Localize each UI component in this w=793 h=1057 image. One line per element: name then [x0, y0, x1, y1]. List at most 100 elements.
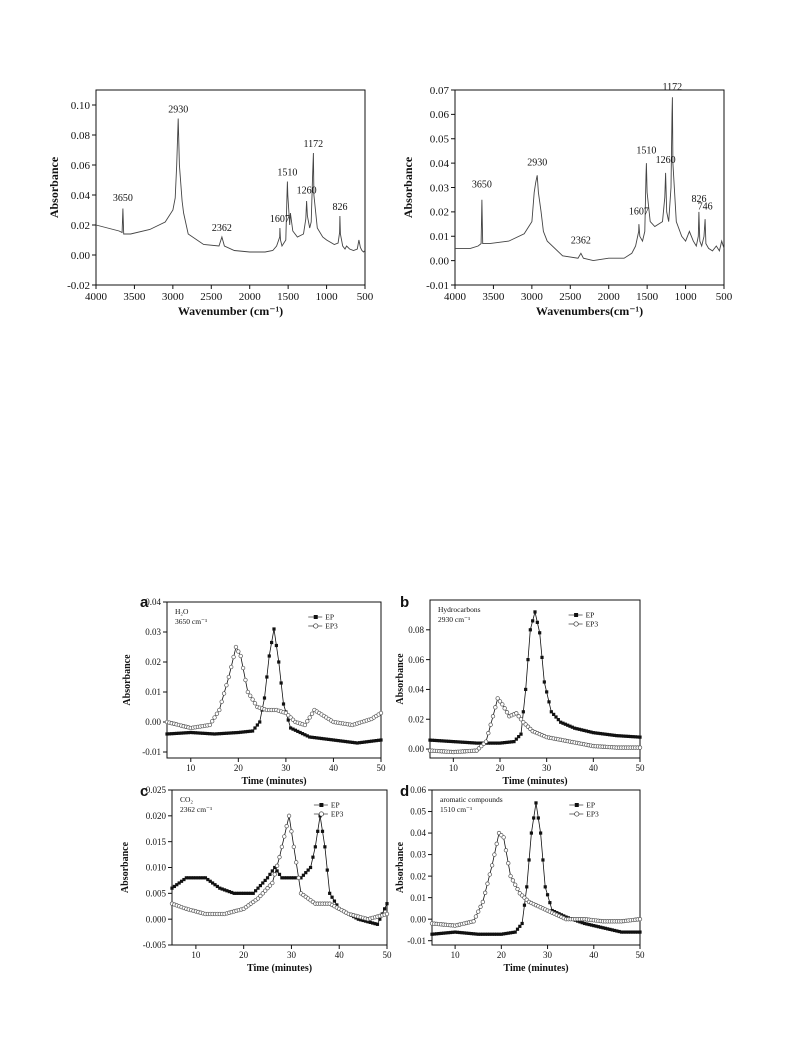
- marker-ep: [610, 928, 614, 932]
- peak-label: 2930: [168, 105, 188, 116]
- marker-ep3: [274, 863, 280, 868]
- marker-ep: [472, 741, 476, 745]
- y-tick-label: 0.00: [145, 717, 161, 727]
- marker-ep: [310, 735, 314, 739]
- y-tick-label: -0.01: [407, 936, 426, 946]
- marker-ep: [440, 739, 444, 743]
- marker-ep3: [236, 649, 241, 654]
- marker-ep: [369, 739, 374, 743]
- marker-ep: [234, 891, 239, 895]
- x-tick-label: 2000: [239, 291, 262, 303]
- marker-ep3: [286, 813, 292, 818]
- x-tick-label: 1500: [636, 291, 659, 303]
- y-tick-label: 0.04: [408, 685, 424, 695]
- marker-ep: [365, 740, 369, 744]
- marker-ep3: [497, 699, 503, 704]
- x-tick-label: 10: [451, 950, 461, 960]
- marker-ep: [184, 731, 188, 735]
- marker-ep: [189, 876, 193, 880]
- marker-ep: [229, 731, 233, 735]
- marker-ep: [522, 903, 527, 907]
- marker-ep: [291, 727, 295, 731]
- marker-ep: [167, 732, 171, 736]
- marker-ep: [447, 739, 451, 743]
- marker-ep: [594, 924, 598, 928]
- peak-label: 1607: [629, 206, 649, 217]
- y-tick-label: 0.04: [410, 828, 426, 838]
- y-tick-label: 0.01: [145, 687, 161, 697]
- marker-ep: [196, 731, 200, 735]
- marker-ep: [211, 881, 215, 885]
- marker-ep3: [483, 890, 488, 895]
- marker-ep: [631, 930, 635, 934]
- marker-ep: [510, 740, 514, 744]
- marker-ep: [582, 921, 587, 926]
- marker-ep: [385, 902, 389, 906]
- x-tick-label: 40: [329, 763, 339, 773]
- marker-ep: [449, 739, 453, 744]
- marker-ep: [277, 872, 282, 876]
- y-tick-label: 0.01: [430, 231, 449, 243]
- marker-ep3: [637, 917, 643, 922]
- marker-ep: [507, 740, 511, 744]
- marker-ep: [359, 918, 363, 922]
- marker-ep: [325, 868, 329, 872]
- marker-ep3: [485, 881, 490, 886]
- marker-ep: [587, 729, 591, 734]
- marker-ep3: [378, 710, 384, 716]
- panel-a-h2o: 10 20 30 40 50 -0.01 0.00 0.01 0.02 0.03 0.04 Time …: [122, 594, 386, 787]
- peak-label: 1172: [663, 82, 683, 93]
- marker-ep: [534, 801, 538, 805]
- marker-ep: [379, 738, 383, 742]
- marker-ep: [299, 876, 303, 880]
- marker-ep: [234, 731, 238, 735]
- marker-ep: [612, 928, 617, 933]
- marker-ep: [527, 858, 531, 862]
- y-tick-label: 0.02: [145, 657, 161, 667]
- marker-ep: [246, 891, 251, 895]
- marker-ep: [215, 732, 219, 736]
- marker-ep: [315, 736, 319, 740]
- marker-ep3: [260, 891, 265, 896]
- marker-ep: [617, 734, 621, 738]
- marker-ep: [179, 879, 184, 883]
- marker-ep: [561, 721, 565, 725]
- marker-ep: [222, 888, 227, 892]
- x-tick-label: 30: [542, 763, 552, 773]
- marker-ep: [535, 620, 539, 624]
- marker-ep: [268, 872, 272, 876]
- marker-ep3: [267, 883, 273, 888]
- marker-ep: [519, 732, 523, 736]
- marker-ep: [508, 931, 513, 935]
- marker-ep: [575, 727, 579, 731]
- marker-ep3: [252, 701, 258, 706]
- marker-ep: [559, 720, 563, 724]
- marker-ep: [526, 658, 530, 662]
- marker-ep: [323, 845, 327, 849]
- x-tick-label: 30: [287, 950, 297, 960]
- panel-annotation: 3650 cm⁻¹: [175, 617, 207, 626]
- marker-ep: [520, 921, 524, 926]
- marker-ep: [186, 731, 190, 735]
- marker-ep: [193, 731, 198, 735]
- y-tick-label: 0.10: [71, 100, 91, 112]
- marker-ep: [587, 922, 591, 927]
- marker-ep3: [500, 702, 505, 707]
- marker-ep: [601, 926, 605, 930]
- marker-ep: [475, 741, 479, 745]
- marker-ep: [366, 920, 370, 924]
- marker-ep3: [258, 893, 263, 899]
- marker-ep: [249, 891, 253, 895]
- marker-ep: [218, 886, 222, 890]
- x-tick-label: 20: [496, 763, 506, 773]
- x-tick-label: 20: [234, 763, 244, 773]
- marker-ep: [478, 932, 483, 936]
- marker-ep: [267, 654, 271, 658]
- marker-ep3: [214, 711, 220, 716]
- marker-ep: [543, 885, 547, 889]
- marker-ep: [175, 883, 179, 887]
- marker-ep: [619, 734, 623, 738]
- marker-ep: [194, 876, 198, 880]
- x-tick-label: 3500: [482, 291, 505, 303]
